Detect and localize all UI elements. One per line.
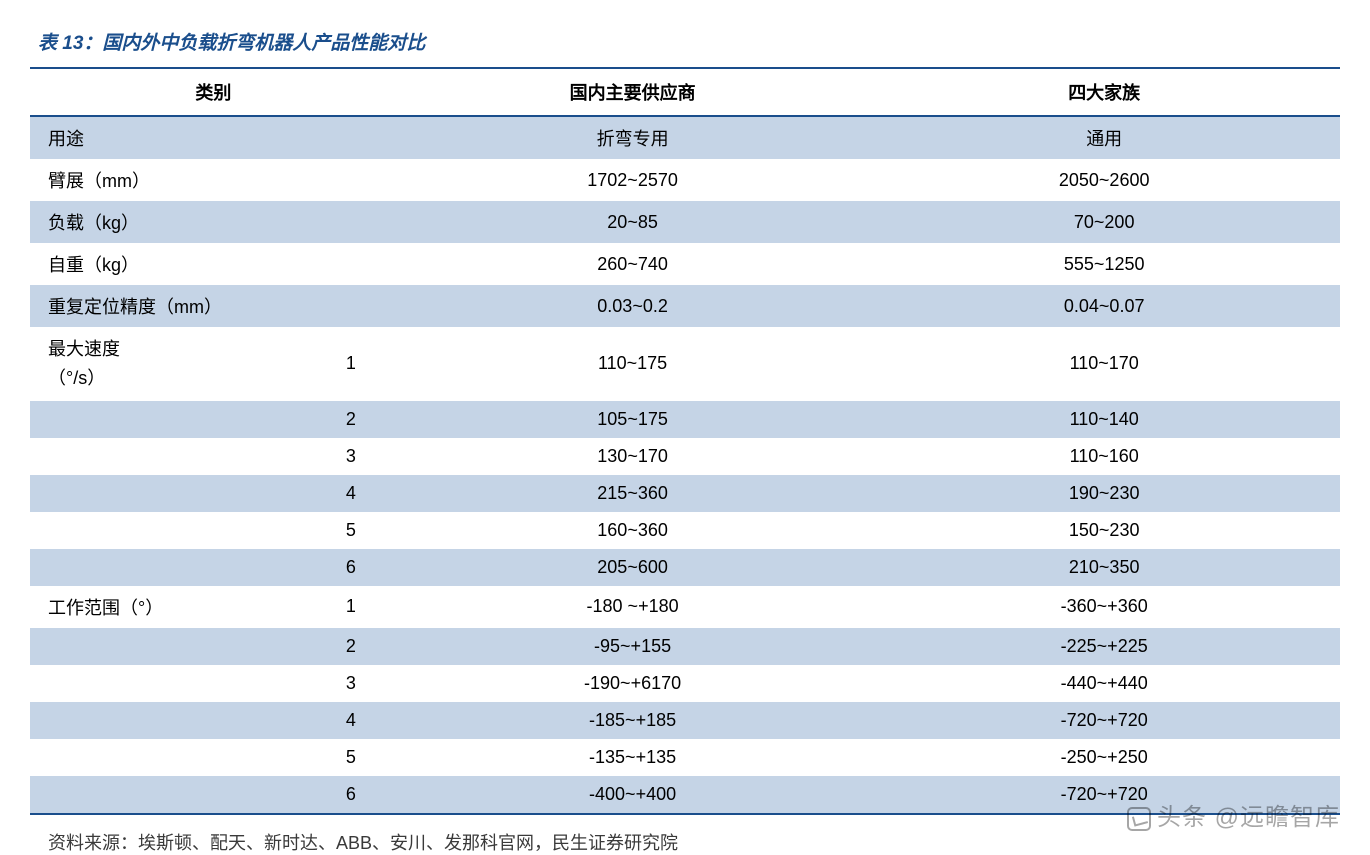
cell-label	[30, 549, 305, 586]
cell-label	[30, 475, 305, 512]
table-row: 2-95~+155-225~+225	[30, 628, 1340, 665]
cell-domestic: 105~175	[397, 401, 869, 438]
cell-subindex: 6	[305, 776, 397, 814]
cell-big4: 190~230	[868, 475, 1340, 512]
cell-label	[30, 665, 305, 702]
cell-big4: -720~+720	[868, 702, 1340, 739]
cell-domestic: 20~85	[397, 201, 869, 243]
table-row: 2105~175110~140	[30, 401, 1340, 438]
cell-domestic: 215~360	[397, 475, 869, 512]
cell-subindex: 2	[305, 401, 397, 438]
cell-label: 用途	[30, 116, 305, 159]
cell-domestic: -95~+155	[397, 628, 869, 665]
table-row: 4-185~+185-720~+720	[30, 702, 1340, 739]
cell-domestic: 260~740	[397, 243, 869, 285]
cell-big4: -225~+225	[868, 628, 1340, 665]
cell-domestic: 0.03~0.2	[397, 285, 869, 327]
cell-big4: -440~+440	[868, 665, 1340, 702]
cell-big4: 110~140	[868, 401, 1340, 438]
cell-subindex	[305, 201, 397, 243]
cell-label	[30, 776, 305, 814]
cell-big4: 210~350	[868, 549, 1340, 586]
table-header-row: 类别 国内主要供应商 四大家族	[30, 69, 1340, 116]
table-row: 负载（kg） 20~8570~200	[30, 201, 1340, 243]
cell-domestic: 1702~2570	[397, 159, 869, 201]
col-header-category: 类别	[30, 69, 397, 116]
table-row: 臂展（mm） 1702~25702050~2600	[30, 159, 1340, 201]
cell-subindex	[305, 116, 397, 159]
cell-label: 最大速度（°/s）	[30, 327, 305, 401]
cell-big4: 110~170	[868, 327, 1340, 401]
cell-subindex: 1	[305, 327, 397, 401]
cell-big4: -250~+250	[868, 739, 1340, 776]
cell-subindex: 3	[305, 665, 397, 702]
table-row: 6205~600210~350	[30, 549, 1340, 586]
cell-big4: 555~1250	[868, 243, 1340, 285]
table-row: 5160~360150~230	[30, 512, 1340, 549]
table-row: 3130~170110~160	[30, 438, 1340, 475]
cell-big4: 2050~2600	[868, 159, 1340, 201]
comparison-table: 类别 国内主要供应商 四大家族 用途折弯专用通用臂展（mm）1702~25702…	[30, 69, 1340, 815]
cell-big4: 110~160	[868, 438, 1340, 475]
cell-label: 重复定位精度（mm）	[30, 285, 305, 327]
cell-big4: 通用	[868, 116, 1340, 159]
cell-subindex: 2	[305, 628, 397, 665]
cell-subindex: 5	[305, 512, 397, 549]
table-row: 工作范围（°）1-180 ~+180-360~+360	[30, 586, 1340, 628]
cell-label: 臂展（mm）	[30, 159, 305, 201]
cell-label	[30, 739, 305, 776]
col-header-big4: 四大家族	[868, 69, 1340, 116]
cell-subindex: 3	[305, 438, 397, 475]
cell-domestic: -400~+400	[397, 776, 869, 814]
cell-big4: 150~230	[868, 512, 1340, 549]
cell-big4: 70~200	[868, 201, 1340, 243]
cell-big4: -720~+720	[868, 776, 1340, 814]
cell-subindex: 4	[305, 702, 397, 739]
cell-domestic: 205~600	[397, 549, 869, 586]
cell-label: 工作范围（°）	[30, 586, 305, 628]
cell-domestic: -185~+185	[397, 702, 869, 739]
table-row: 5-135~+135-250~+250	[30, 739, 1340, 776]
cell-label: 负载（kg）	[30, 201, 305, 243]
cell-domestic: 110~175	[397, 327, 869, 401]
cell-label: 自重（kg）	[30, 243, 305, 285]
cell-domestic: 折弯专用	[397, 116, 869, 159]
cell-big4: -360~+360	[868, 586, 1340, 628]
cell-domestic: 160~360	[397, 512, 869, 549]
cell-subindex: 5	[305, 739, 397, 776]
cell-domestic: -135~+135	[397, 739, 869, 776]
cell-domestic: 130~170	[397, 438, 869, 475]
cell-label	[30, 401, 305, 438]
table-row: 6-400~+400-720~+720	[30, 776, 1340, 814]
cell-subindex	[305, 285, 397, 327]
cell-domestic: -190~+6170	[397, 665, 869, 702]
cell-subindex: 6	[305, 549, 397, 586]
table-row: 自重（kg） 260~740555~1250	[30, 243, 1340, 285]
source-line: 资料来源：埃斯顿、配天、新时达、ABB、安川、发那科官网，民生证券研究院	[30, 815, 1340, 855]
cell-domestic: -180 ~+180	[397, 586, 869, 628]
cell-big4: 0.04~0.07	[868, 285, 1340, 327]
cell-subindex: 4	[305, 475, 397, 512]
cell-subindex	[305, 159, 397, 201]
table-row: 最大速度（°/s）1110~175110~170	[30, 327, 1340, 401]
table-row: 4215~360190~230	[30, 475, 1340, 512]
cell-label	[30, 628, 305, 665]
cell-label	[30, 512, 305, 549]
col-header-domestic: 国内主要供应商	[397, 69, 869, 116]
table-row: 3-190~+6170-440~+440	[30, 665, 1340, 702]
table-row: 重复定位精度（mm） 0.03~0.20.04~0.07	[30, 285, 1340, 327]
cell-subindex	[305, 243, 397, 285]
cell-label	[30, 438, 305, 475]
table-row: 用途 折弯专用通用	[30, 116, 1340, 159]
table-title: 表 13：国内外中负载折弯机器人产品性能对比	[30, 20, 1340, 69]
cell-label	[30, 702, 305, 739]
cell-subindex: 1	[305, 586, 397, 628]
